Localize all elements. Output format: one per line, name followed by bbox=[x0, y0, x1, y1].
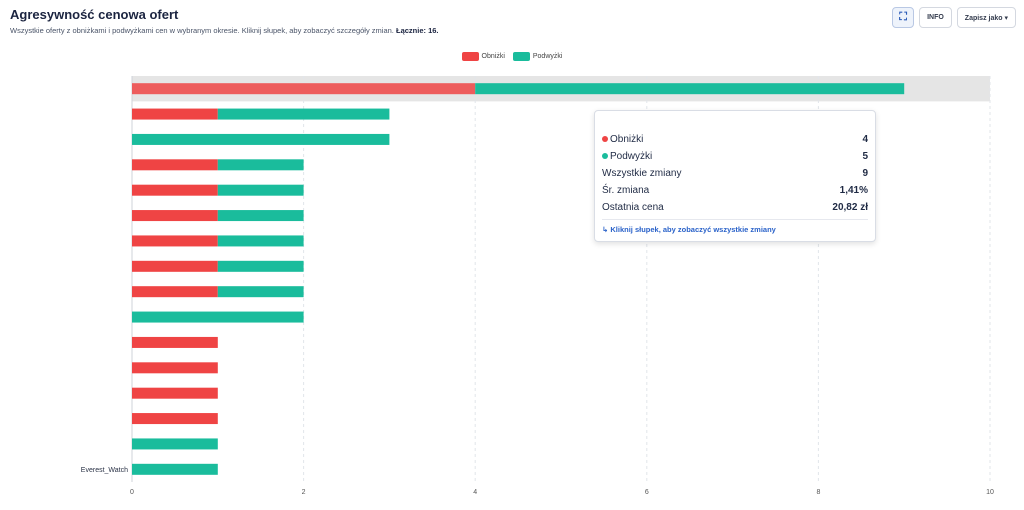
bar-decrease[interactable] bbox=[132, 286, 218, 298]
bar-decrease[interactable] bbox=[132, 362, 218, 374]
header: Agresywność cenowa ofert Wszystkie ofert… bbox=[10, 7, 439, 35]
legend-label-increase: Podwyżki bbox=[532, 53, 563, 60]
bar-decrease[interactable] bbox=[132, 83, 476, 95]
tooltip-label: Śr. zmiana bbox=[602, 185, 650, 196]
chart-legend: Obniżki Podwyżki bbox=[0, 52, 1024, 61]
tooltip-value: 5 bbox=[862, 151, 868, 162]
bar-increase[interactable] bbox=[217, 210, 304, 222]
tooltip-row-decrease: Obniżki 4 bbox=[602, 131, 868, 148]
bar-increase[interactable] bbox=[475, 83, 905, 95]
bar-decrease[interactable] bbox=[132, 235, 218, 247]
x-tick-label: 2 bbox=[302, 489, 306, 496]
expand-button[interactable]: ⛶ bbox=[892, 7, 915, 28]
total-count: Łącznie: 16. bbox=[395, 26, 439, 35]
bar-decrease[interactable] bbox=[132, 184, 218, 196]
tooltip-row-all-changes: Wszystkie zmiany 9 bbox=[602, 165, 868, 182]
x-tick-label: 10 bbox=[986, 489, 994, 496]
tooltip-value: 4 bbox=[862, 134, 868, 145]
bar-increase[interactable] bbox=[217, 159, 304, 171]
bar-increase[interactable] bbox=[132, 133, 390, 145]
info-button[interactable]: INFO bbox=[919, 7, 952, 28]
bar-increase[interactable] bbox=[217, 235, 304, 247]
page-subtitle: Wszystkie oferty z obniżkami i podwyżkam… bbox=[10, 26, 439, 35]
tooltip-row-increase: Podwyżki 5 bbox=[602, 148, 868, 165]
tooltip-link-text: Kliknij słupek, aby zobaczyć wszystkie z… bbox=[610, 225, 776, 234]
bar-increase[interactable] bbox=[132, 463, 218, 475]
bar-increase[interactable] bbox=[132, 311, 304, 323]
bar-increase[interactable] bbox=[132, 438, 218, 450]
legend-item-decrease[interactable]: Obniżki bbox=[461, 52, 505, 61]
bar-decrease[interactable] bbox=[132, 336, 218, 348]
expand-icon: ⛶ bbox=[899, 11, 907, 23]
bar-decrease[interactable] bbox=[132, 413, 218, 425]
x-tick-label: 4 bbox=[473, 489, 477, 496]
bar-decrease[interactable] bbox=[132, 260, 218, 272]
bar-decrease[interactable] bbox=[132, 387, 218, 399]
x-tick-label: 6 bbox=[645, 489, 649, 496]
x-tick-label: 0 bbox=[130, 489, 134, 496]
y-category-label: Everest_Watch bbox=[81, 467, 128, 474]
legend-item-increase[interactable]: Podwyżki bbox=[512, 52, 563, 61]
bar-decrease[interactable] bbox=[132, 210, 218, 222]
legend-swatch-decrease bbox=[461, 52, 479, 61]
chart-tooltip: Obniżki 4 Podwyżki 5 Wszystkie zmiany 9 … bbox=[594, 110, 876, 242]
page-title: Agresywność cenowa ofert bbox=[10, 7, 179, 22]
bar-increase[interactable] bbox=[217, 286, 304, 298]
tooltip-row-last-price: Ostatnia cena 20,82 zł bbox=[602, 199, 868, 216]
legend-label-decrease: Obniżki bbox=[481, 53, 505, 60]
tooltip-link[interactable]: ↳ Kliknij słupek, aby zobaczyć wszystkie… bbox=[602, 219, 868, 234]
bar-increase[interactable] bbox=[217, 184, 304, 196]
tooltip-value: 1,41% bbox=[839, 185, 868, 196]
bar-decrease[interactable] bbox=[132, 159, 218, 171]
tooltip-value: 20,82 zł bbox=[832, 202, 868, 213]
tooltip-label: Wszystkie zmiany bbox=[602, 168, 682, 179]
tooltip-row-avg-change: Śr. zmiana 1,41% bbox=[602, 182, 868, 199]
tooltip-label: Ostatnia cena bbox=[602, 202, 664, 213]
bar-increase[interactable] bbox=[217, 108, 390, 120]
tooltip-label: Obniżki bbox=[610, 134, 644, 145]
pointer-icon: ↳ bbox=[602, 225, 611, 234]
decrease-dot-icon bbox=[602, 136, 608, 142]
tooltip-title bbox=[602, 117, 868, 131]
subtitle-text: Wszystkie oferty z obniżkami i podwyżkam… bbox=[10, 26, 394, 35]
tooltip-label: Podwyżki bbox=[610, 151, 653, 162]
bar-increase[interactable] bbox=[217, 260, 304, 272]
increase-dot-icon bbox=[602, 153, 608, 159]
x-tick-label: 8 bbox=[816, 489, 820, 496]
tooltip-value: 9 bbox=[862, 168, 868, 179]
bar-decrease[interactable] bbox=[132, 108, 218, 120]
save-as-button[interactable]: Zapisz jako ▾ bbox=[956, 7, 1016, 28]
legend-swatch-increase bbox=[512, 52, 530, 61]
toolbar: ⛶ INFO Zapisz jako ▾ bbox=[892, 7, 1016, 28]
